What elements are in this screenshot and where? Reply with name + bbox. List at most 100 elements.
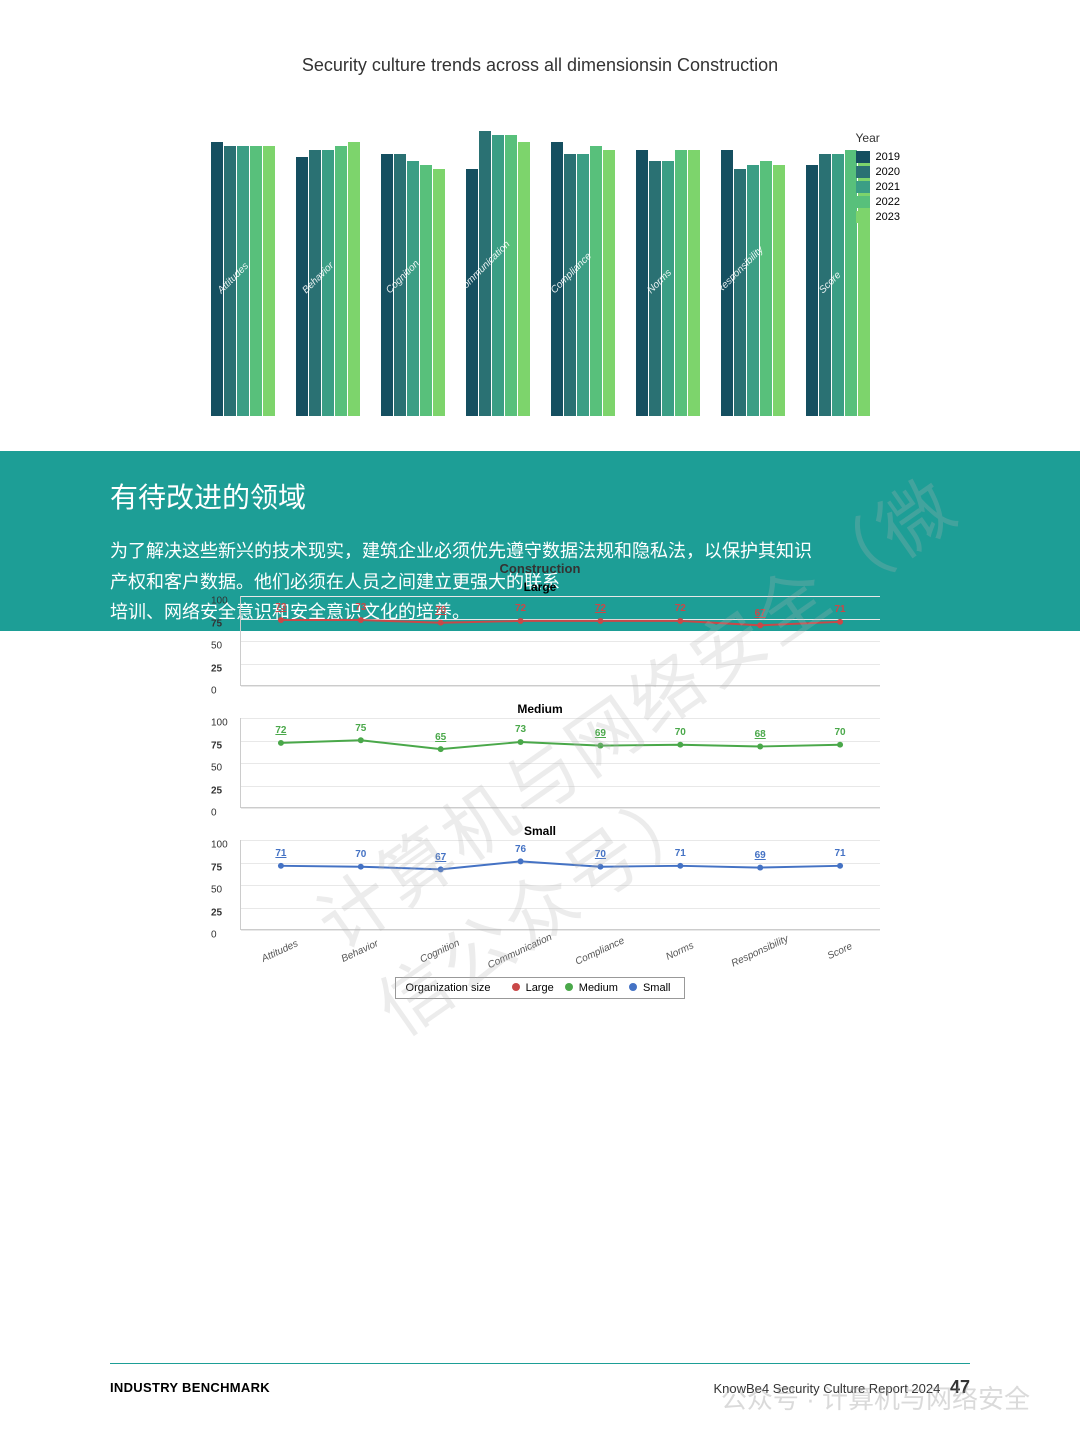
- bar-value-label: 72: [225, 132, 234, 141]
- point-label: 70: [675, 727, 686, 738]
- point-label: 69: [595, 728, 606, 739]
- bar: 72: [263, 146, 275, 416]
- line-svg: [241, 840, 880, 929]
- ytick-label: 75: [211, 740, 222, 751]
- point-label: 73: [275, 602, 286, 613]
- org-legend-item: Medium: [562, 982, 618, 994]
- org-legend-item: Small: [626, 982, 671, 994]
- bar-group: 7370707271Compliance: [551, 142, 615, 416]
- ytick-label: 25: [211, 907, 222, 918]
- bar-chart-legend: Year 2019 2020 2021 2022 2023: [856, 131, 900, 226]
- bar: 66: [433, 169, 445, 417]
- bar-value-label: 73: [212, 128, 221, 137]
- bar-value-label: 73: [349, 128, 358, 137]
- org-legend-label: Small: [640, 982, 671, 994]
- bar: 72: [250, 146, 262, 416]
- bar-group: 7372727272Attitudes: [211, 142, 275, 416]
- bar: 73: [348, 142, 360, 416]
- bar-value-label: 75: [506, 121, 515, 130]
- bar-value-label: 71: [846, 136, 855, 145]
- legend-label: 2021: [876, 181, 900, 193]
- line-panel: Small02550751007170677670716971: [200, 824, 880, 930]
- ytick-label: 100: [211, 718, 228, 729]
- bar-value-label: 66: [735, 155, 744, 164]
- bar: 67: [420, 165, 432, 416]
- ytick-label: 0: [211, 808, 217, 819]
- point-label: 75: [355, 723, 366, 734]
- gridline: [241, 930, 880, 931]
- bar-chart-title: Security culture trends across all dimen…: [0, 55, 1080, 76]
- footer-divider: [110, 1363, 970, 1364]
- bar-group: 7070686766Cognition: [381, 154, 445, 417]
- line-charts-area: Construction Large0255075100737370727272…: [200, 561, 880, 999]
- bar-group: 7166676867Responsibility: [721, 150, 785, 416]
- bar-value-label: 68: [663, 147, 672, 156]
- legend-row: 2021: [856, 181, 900, 193]
- bar: 71: [603, 150, 615, 416]
- bar-chart: 7372727272Attitudes6971717273Behavior707…: [190, 96, 890, 416]
- bar-value-label: 73: [519, 128, 528, 137]
- bar-value-label: 67: [421, 151, 430, 160]
- point-label: 67: [435, 852, 446, 863]
- bar-value-label: 72: [264, 132, 273, 141]
- point-label: 76: [515, 844, 526, 855]
- line-panel-title: Large: [200, 580, 880, 594]
- legend-label: 2020: [876, 166, 900, 178]
- ytick-label: 75: [211, 862, 222, 873]
- bar: 66: [466, 169, 478, 417]
- bar: 73: [518, 142, 530, 416]
- point-label: 70: [355, 849, 366, 860]
- line-panel: Medium02550751007275657369706870: [200, 702, 880, 808]
- bar: 73: [211, 142, 223, 416]
- bar-value-label: 71: [722, 136, 731, 145]
- ytick-label: 0: [211, 686, 217, 697]
- bar: 68: [662, 161, 674, 416]
- legend-label: 2022: [876, 196, 900, 208]
- bar-value-label: 71: [637, 136, 646, 145]
- point-label: 68: [755, 729, 766, 740]
- bar-value-label: 68: [650, 147, 659, 156]
- line-plot: 02550751007275657369706870: [240, 718, 880, 808]
- bar-value-label: 68: [408, 147, 417, 156]
- bar-value-label: 70: [578, 140, 587, 149]
- footer-left: INDUSTRY BENCHMARK: [110, 1380, 270, 1395]
- point-label: 73: [515, 724, 526, 735]
- line-panel-title: Small: [200, 824, 880, 838]
- bar: 70: [577, 154, 589, 417]
- legend-swatch: [856, 166, 870, 178]
- bar-value-label: 70: [820, 140, 829, 149]
- ytick-label: 0: [211, 930, 217, 941]
- bar-value-label: 71: [676, 136, 685, 145]
- ytick-label: 75: [211, 618, 222, 629]
- legend-swatch: [856, 151, 870, 163]
- bar-value-label: 71: [689, 136, 698, 145]
- line-plot: 02550751007373707272726771: [240, 596, 880, 686]
- bar-group: 6971717273Behavior: [296, 142, 360, 416]
- legend-row: 2019: [856, 151, 900, 163]
- bar-group: 7168687171Norms: [636, 150, 700, 416]
- legend-row: 2022: [856, 196, 900, 208]
- org-legend-label: Medium: [576, 982, 618, 994]
- legend-title: Year: [856, 131, 900, 145]
- line-panel-title: Medium: [200, 702, 880, 716]
- legend-label: 2023: [876, 211, 900, 223]
- point-label: 72: [275, 725, 286, 736]
- bar: 71: [688, 150, 700, 416]
- bar-value-label: 70: [395, 140, 404, 149]
- ytick-label: 100: [211, 840, 228, 851]
- bar: 67: [773, 165, 785, 416]
- bar: 71: [322, 150, 334, 416]
- bar-value-label: 72: [238, 132, 247, 141]
- ytick-label: 50: [211, 885, 222, 896]
- bar: 71: [636, 150, 648, 416]
- ytick-label: 50: [211, 763, 222, 774]
- point-label: 72: [675, 603, 686, 614]
- bar-value-label: 70: [833, 140, 842, 149]
- org-legend-item: Large: [509, 982, 554, 994]
- point-label: 71: [675, 848, 686, 859]
- line-svg: [241, 596, 880, 685]
- bar-value-label: 71: [310, 136, 319, 145]
- point-label: 71: [835, 848, 846, 859]
- bar-value-label: 70: [382, 140, 391, 149]
- bar-value-label: 67: [774, 151, 783, 160]
